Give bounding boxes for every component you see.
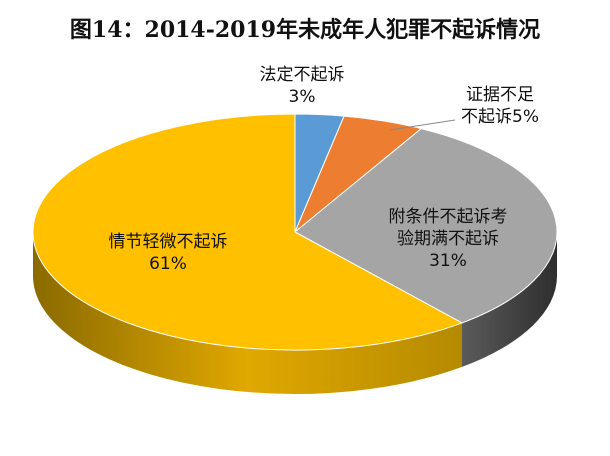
slice-1-label-line: 法定不起诉 bbox=[260, 65, 345, 85]
slice-1-label-line: 3% bbox=[289, 87, 316, 107]
slice-3-label-line: 验期满不起诉 bbox=[397, 229, 499, 249]
leader-line bbox=[389, 119, 456, 131]
slice-4-side bbox=[33, 232, 463, 394]
slice-3-side bbox=[462, 232, 557, 367]
slice-4-label-line: 情节轻微不起诉 bbox=[109, 232, 228, 252]
slice-4-label-line: 61% bbox=[149, 254, 187, 274]
slice-3-label-line: 附条件不起诉考 bbox=[389, 207, 508, 227]
slice-3-top bbox=[294, 128, 558, 324]
slice-1-label: 法定不起诉 3% bbox=[260, 65, 345, 107]
slice-2-label-line: 不起诉5% bbox=[461, 107, 539, 127]
slice-3-label: 附条件不起诉考验期满不起诉 31% bbox=[389, 207, 508, 271]
slice-3-label-line: 31% bbox=[429, 251, 467, 271]
slice-2-label-line: 证据不足 bbox=[466, 85, 534, 105]
pie-labels: 法定不起诉 3% 证据不足不起诉5% 附条件不起诉考验期满不起诉 31% 情节轻微不起诉 6… bbox=[109, 65, 539, 274]
slice-4-top bbox=[32, 113, 464, 351]
chart-title: 图14：2014-2019年未成年人犯罪不起诉情况 bbox=[69, 17, 541, 43]
pie-sides bbox=[33, 232, 557, 394]
slice-2-label: 证据不足不起诉5% bbox=[461, 85, 539, 127]
pie-tops bbox=[32, 113, 558, 351]
slice-4-label: 情节轻微不起诉 61% bbox=[109, 232, 228, 274]
